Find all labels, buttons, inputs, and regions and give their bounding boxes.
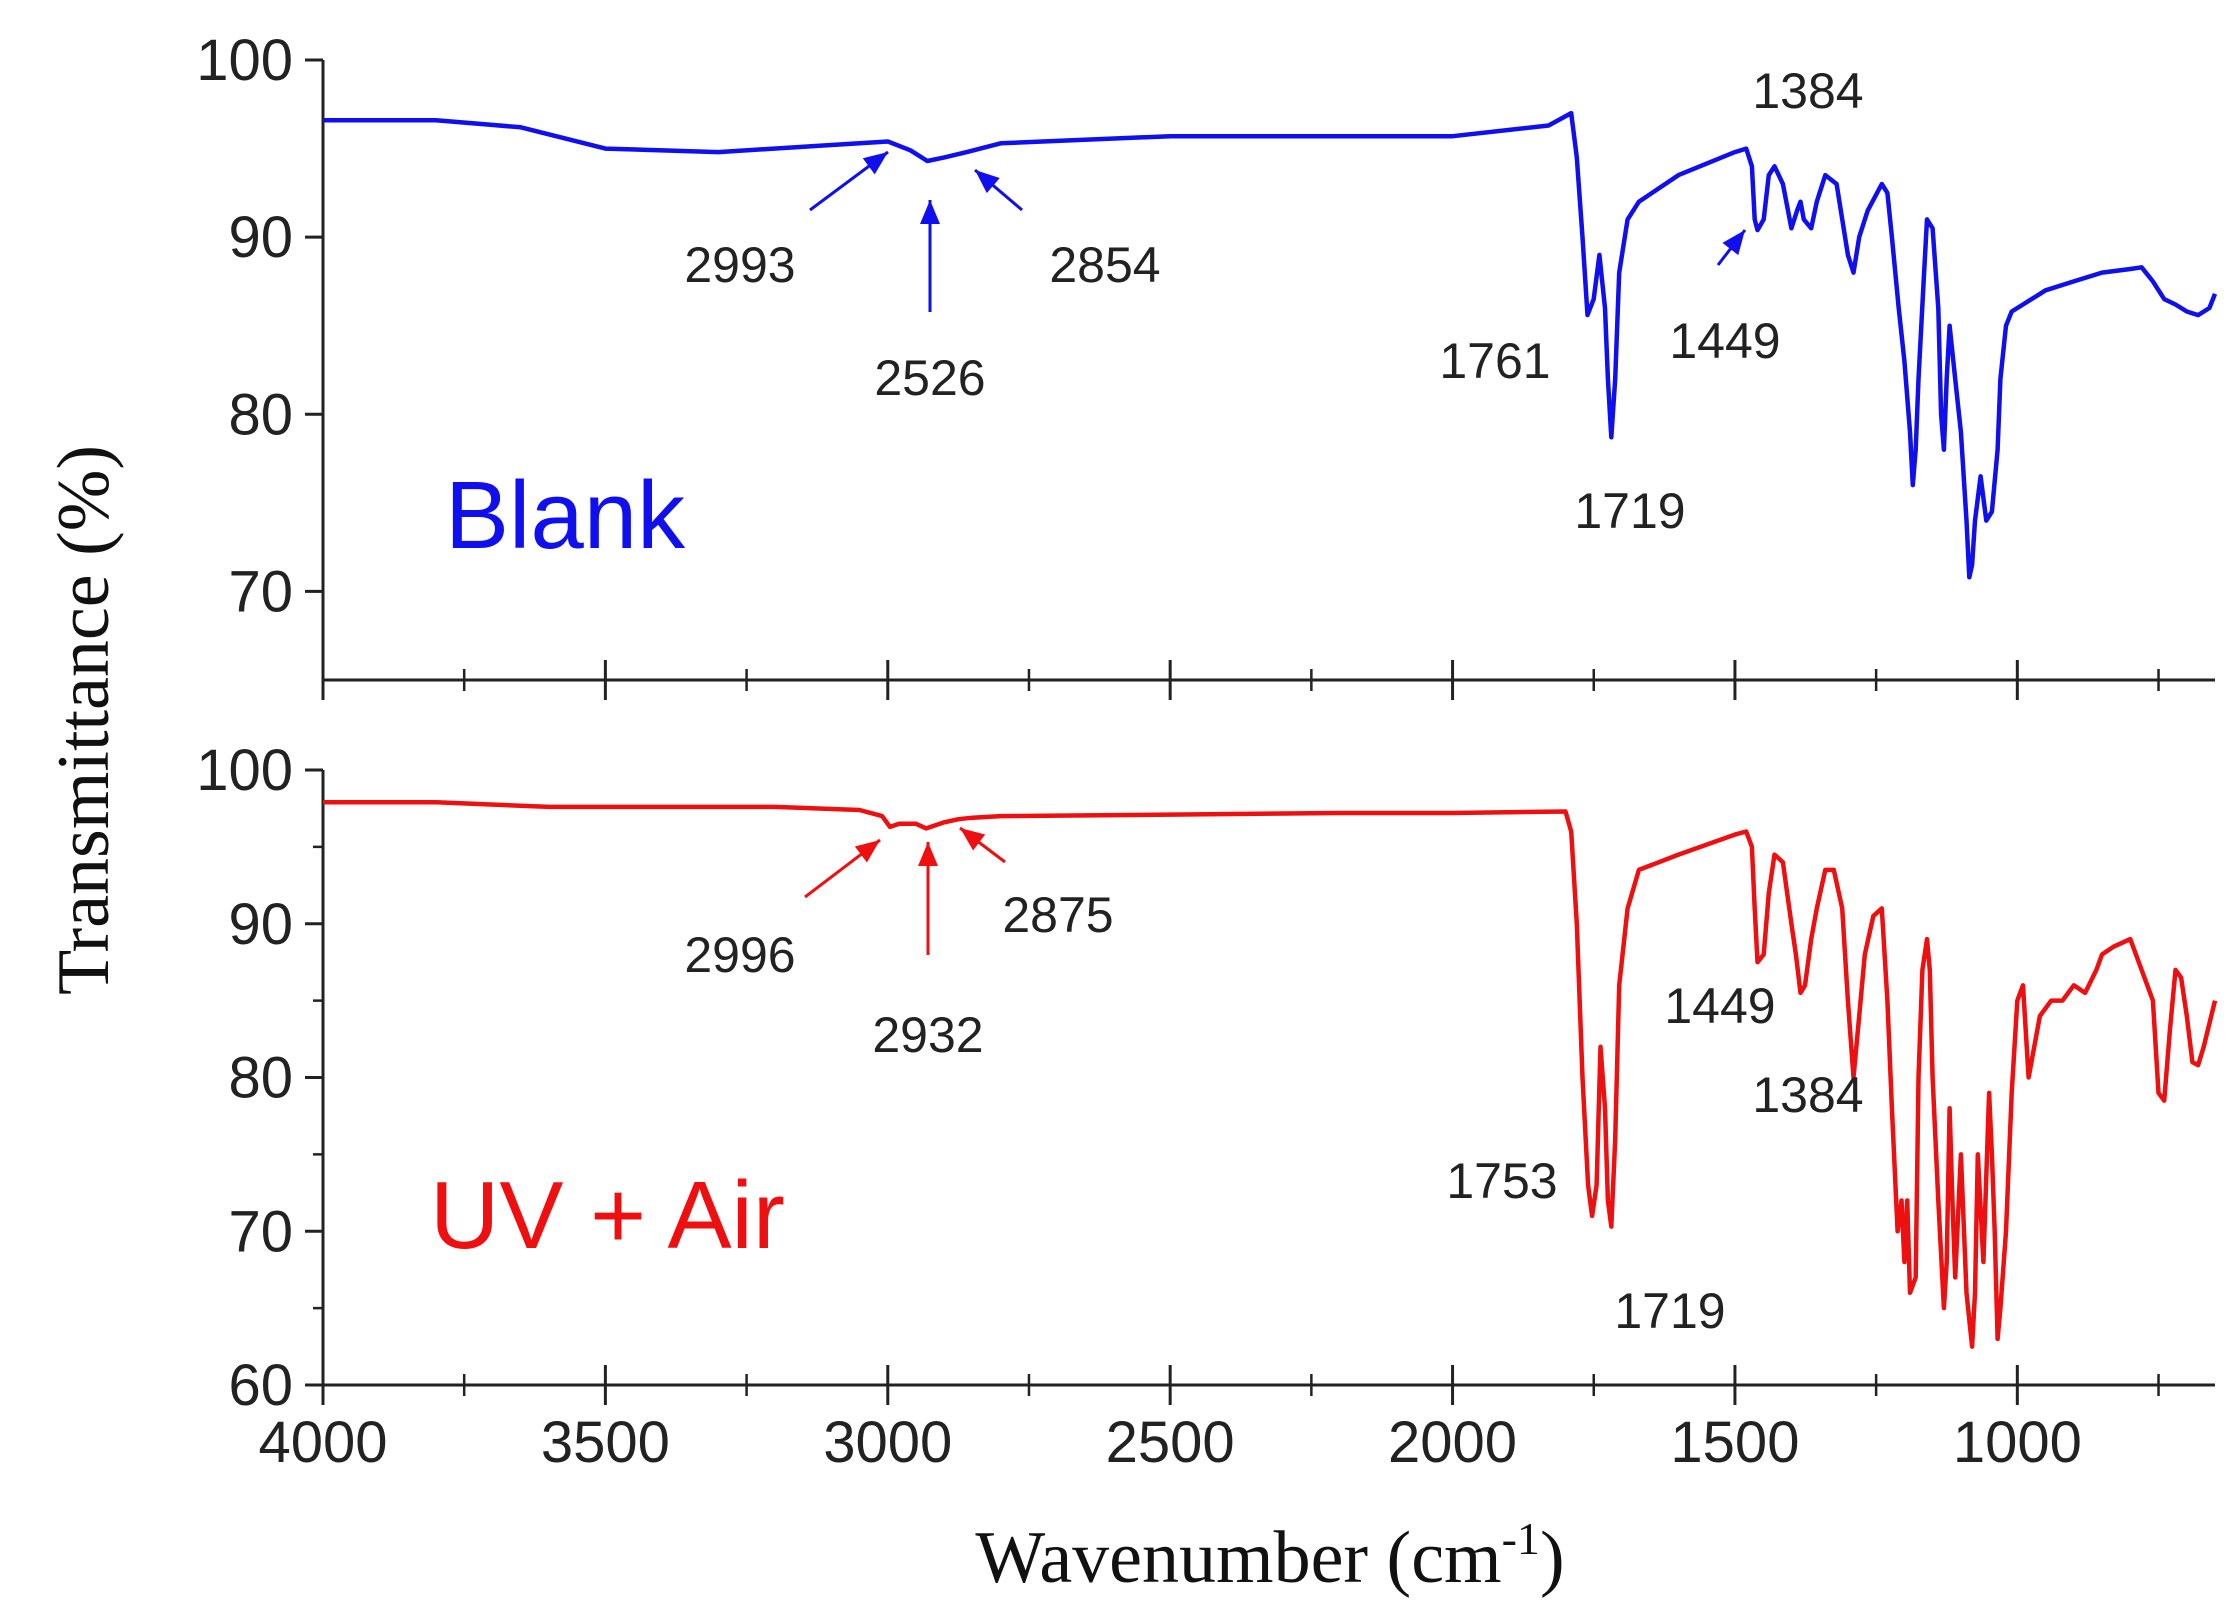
peak-label: 2854 (1049, 237, 1160, 293)
panel-label-uv-air: UV + Air (430, 1162, 785, 1269)
x-tick-label: 2500 (1106, 1410, 1235, 1475)
y-tick-label: 90 (228, 892, 293, 957)
peak-label: 2932 (872, 1007, 983, 1063)
annotation-layer: 2993 2526 2854 1761 1719 1449 1384 2996 2932 2875… (684, 63, 1863, 1339)
peak-arrow-head (862, 152, 888, 175)
x-tick-label: 4000 (258, 1410, 387, 1475)
x-tick-label: 3000 (823, 1410, 952, 1475)
peak-arrow-head (975, 170, 1000, 194)
peak-label: 2996 (684, 927, 795, 983)
x-axis-title-superscript: -1 (1502, 1513, 1540, 1564)
peak-label: 2993 (684, 237, 795, 293)
x-axis-title: Wavenumber (cm-1) (975, 1513, 1564, 1599)
x-axis-title-close: ) (1540, 1517, 1565, 1599)
peak-label: 1753 (1446, 1153, 1557, 1209)
peak-label: 1384 (1752, 63, 1863, 119)
peak-arrow-head (1722, 230, 1745, 256)
series-line-1 (323, 800, 2218, 1349)
peak-arrow-head (960, 828, 986, 851)
x-tick-label: 1500 (1670, 1410, 1799, 1475)
peak-label: 1719 (1574, 483, 1685, 539)
peak-label: 1449 (1669, 313, 1780, 369)
y-axis-title: Transmittance (%) (43, 445, 125, 995)
series-layer (323, 110, 2218, 1349)
panel-label-blank: Blank (445, 462, 686, 569)
top-panel-axes (321, 60, 2215, 682)
peak-label: 2526 (874, 350, 985, 406)
y-tick-label: 90 (228, 205, 293, 270)
peak-label: 1761 (1439, 333, 1550, 389)
y-tick-label: 80 (228, 382, 293, 447)
x-tick-label: 3500 (541, 1410, 670, 1475)
peak-label: 1449 (1664, 978, 1775, 1034)
peak-label: 1719 (1614, 1283, 1725, 1339)
peak-arrow-head (854, 840, 880, 863)
peak-label: 1384 (1752, 1067, 1863, 1123)
y-tick-label: 70 (228, 1199, 293, 1264)
peak-label: 2875 (1002, 887, 1113, 943)
y-tick-label: 60 (228, 1353, 293, 1418)
x-tick-label: 2000 (1388, 1410, 1517, 1475)
x-axis-title-main: Wavenumber (cm (975, 1517, 1501, 1599)
y-tick-label: 80 (228, 1046, 293, 1111)
y-tick-label: 100 (196, 28, 293, 93)
x-tick-label: 1000 (1953, 1410, 2082, 1475)
y-tick-label: 100 (196, 738, 293, 803)
peak-arrow-head (918, 842, 938, 866)
peak-arrow-head (920, 200, 940, 224)
y-tick-label: 70 (228, 559, 293, 624)
series-line-0 (323, 110, 2218, 580)
